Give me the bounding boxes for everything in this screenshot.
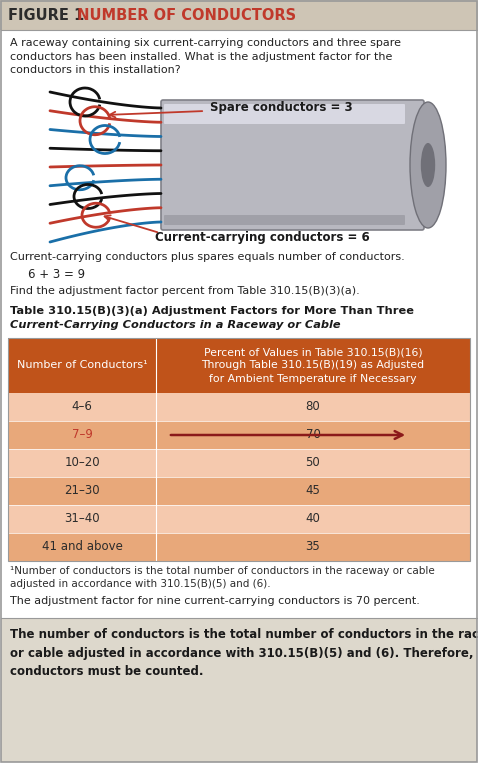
Text: 35: 35	[305, 540, 320, 553]
Bar	[8, 505, 470, 533]
Bar	[8, 393, 470, 421]
Bar	[8, 477, 470, 505]
Ellipse shape	[410, 102, 446, 228]
Text: Find the adjustment factor percent from Table 310.15(B)(3)(a).: Find the adjustment factor percent from …	[10, 286, 360, 296]
Bar	[8, 421, 470, 449]
Bar	[1, 618, 477, 762]
FancyBboxPatch shape	[161, 100, 424, 230]
Text: 6 + 3 = 9: 6 + 3 = 9	[28, 268, 85, 281]
Text: 50: 50	[305, 456, 320, 469]
Text: 10–20: 10–20	[64, 456, 100, 469]
Text: 70: 70	[305, 429, 320, 442]
Text: 41 and above: 41 and above	[42, 540, 122, 553]
Text: The adjustment factor for nine current-carrying conductors is 70 percent.: The adjustment factor for nine current-c…	[10, 596, 420, 606]
Text: A raceway containing six current-carrying conductors and three spare
conductors : A raceway containing six current-carryin…	[10, 38, 401, 76]
Bar	[8, 533, 470, 561]
Bar	[8, 449, 470, 477]
Bar	[8, 338, 470, 561]
Bar	[0, 0, 478, 30]
Text: Percent of Values in Table 310.15(B)(16)
Through Table 310.15(B)(19) as Adjusted: Percent of Values in Table 310.15(B)(16)…	[201, 347, 424, 384]
Text: 4–6: 4–6	[72, 401, 92, 414]
Text: Number of Conductors¹: Number of Conductors¹	[17, 360, 147, 371]
Text: Current-carrying conductors = 6: Current-carrying conductors = 6	[155, 230, 370, 243]
Text: The number of conductors is the total number of conductors in the raceway
or cab: The number of conductors is the total nu…	[10, 628, 478, 678]
Text: Table 310.15(B)(3)(a) Adjustment Factors for More Than Three: Table 310.15(B)(3)(a) Adjustment Factors…	[10, 306, 414, 316]
Text: ¹Number of conductors is the total number of conductors in the raceway or cable: ¹Number of conductors is the total numbe…	[10, 566, 435, 576]
FancyBboxPatch shape	[164, 104, 405, 124]
FancyBboxPatch shape	[164, 215, 405, 225]
Text: 31–40: 31–40	[64, 513, 100, 526]
Text: FIGURE 1: FIGURE 1	[8, 8, 84, 22]
Text: 45: 45	[305, 485, 320, 497]
Text: adjusted in accordance with 310.15(B)(5) and (6).: adjusted in accordance with 310.15(B)(5)…	[10, 579, 271, 589]
Text: 80: 80	[305, 401, 320, 414]
Text: NUMBER OF CONDUCTORS: NUMBER OF CONDUCTORS	[72, 8, 296, 22]
Text: Current-Carrying Conductors in a Raceway or Cable: Current-Carrying Conductors in a Raceway…	[10, 320, 341, 330]
Text: Spare conductors = 3: Spare conductors = 3	[210, 101, 353, 114]
Text: 7–9: 7–9	[72, 429, 92, 442]
Text: 40: 40	[305, 513, 320, 526]
Bar	[8, 338, 470, 393]
Text: 21–30: 21–30	[64, 485, 100, 497]
Ellipse shape	[421, 143, 435, 187]
Text: Current-carrying conductors plus spares equals number of conductors.: Current-carrying conductors plus spares …	[10, 252, 405, 262]
